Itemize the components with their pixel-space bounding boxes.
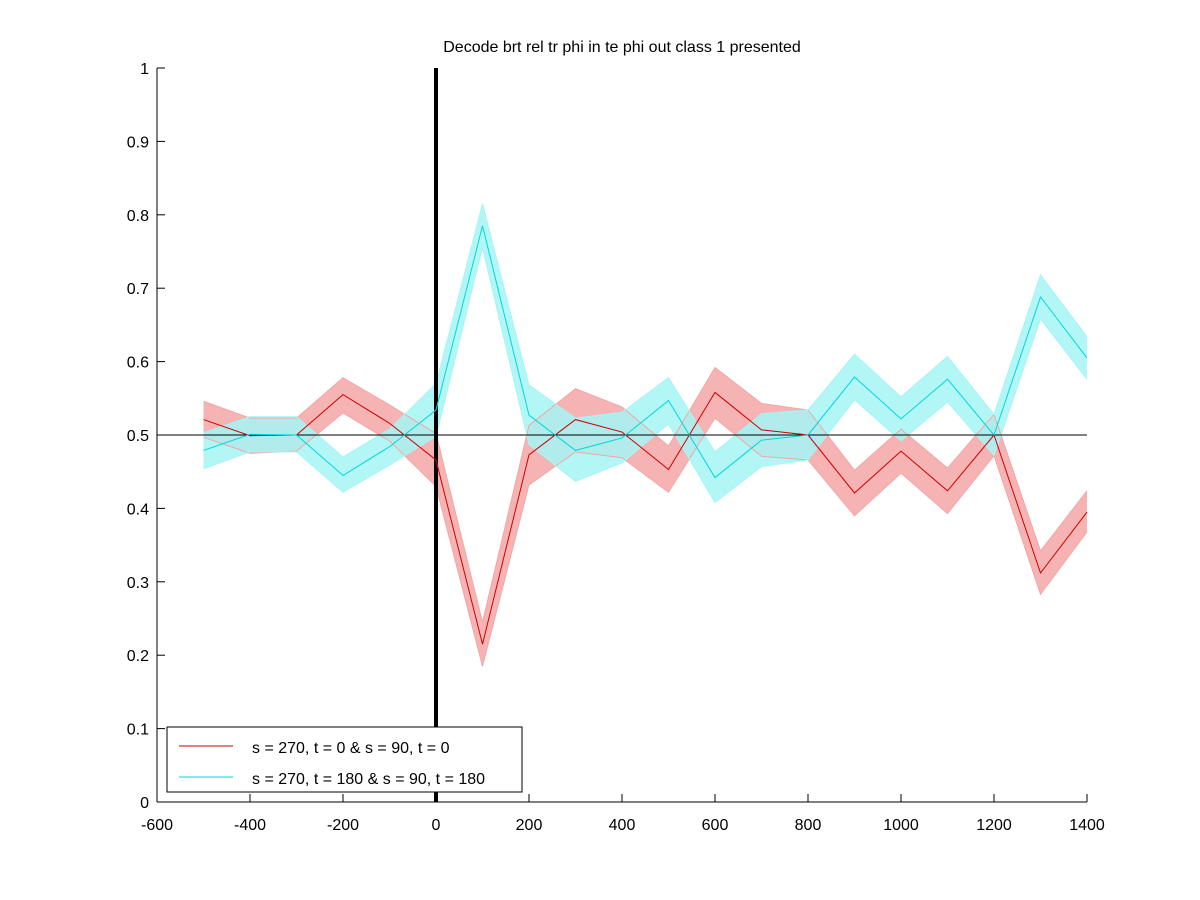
axes: -600 -400 -200 0 200 400 600 800 1000 1200 1400 0 0.…	[127, 61, 1105, 834]
legend: s = 270, t = 0 & s = 90, t = 0 s = 270, t…	[166, 726, 523, 793]
y-tick-label: 0.4	[127, 501, 149, 518]
y-tick-label: 0.1	[127, 722, 149, 739]
band-segment-1-6	[482, 203, 529, 445]
legend-label-0: s = 270, t = 0 & s = 90, t = 0	[252, 740, 450, 757]
x-tick-label: 800	[795, 817, 822, 834]
band-edge-upper-1	[203, 203, 1088, 458]
series-line-1	[203, 225, 1088, 479]
legend-box	[166, 726, 523, 793]
series-line-0	[203, 391, 1088, 645]
band-segment-0-6	[482, 425, 529, 667]
band-segment-1-4	[389, 383, 436, 466]
y-tick-label: 0.7	[127, 281, 149, 298]
x-tick-label: 1200	[976, 817, 1012, 834]
band-segment-1-10	[668, 377, 715, 503]
x-tick-label: 600	[702, 817, 729, 834]
legend-label-1: s = 270, t = 180 & s = 90, t = 180	[252, 771, 485, 788]
band-segment-1-12	[761, 410, 808, 467]
confidence-bands	[203, 203, 1088, 667]
y-tick-label: 0.2	[127, 648, 149, 665]
band-segment-1-5	[436, 203, 483, 437]
y-tick-label: 0.3	[127, 575, 149, 592]
band-segment-1-2	[296, 416, 343, 493]
y-tick-label: 0.8	[127, 208, 149, 225]
chart-title: Decode brt rel tr phi in te phi out clas…	[443, 39, 801, 56]
band-segment-1-11	[715, 413, 762, 503]
band-edge-lower-1	[203, 247, 1088, 504]
x-tick-label: -200	[327, 817, 359, 834]
series-lines	[203, 225, 1088, 645]
x-tick-label: 200	[516, 817, 543, 834]
x-tick-label: 400	[609, 817, 636, 834]
band-edge-lower-0	[203, 412, 1088, 667]
y-tick-label: 0.5	[127, 428, 149, 445]
reference-lines	[157, 68, 1087, 802]
y-tick-label: 0	[140, 795, 149, 812]
y-tick-label: 0.6	[127, 355, 149, 372]
band-segment-1-16	[947, 356, 994, 456]
x-tick-label: 0	[432, 817, 441, 834]
band-edge-upper-0	[203, 366, 1088, 623]
x-tick-label: 1000	[883, 817, 919, 834]
y-tick-label: 0.9	[127, 134, 149, 151]
y-tick-label: 1	[140, 61, 149, 78]
band-segment-1-8	[575, 412, 622, 482]
x-tick-label: 1400	[1069, 817, 1105, 834]
x-tick-label: -400	[234, 817, 266, 834]
x-tick-label: -600	[141, 817, 173, 834]
band-segment-0-5	[436, 433, 483, 667]
band-segment-1-13	[808, 354, 855, 460]
